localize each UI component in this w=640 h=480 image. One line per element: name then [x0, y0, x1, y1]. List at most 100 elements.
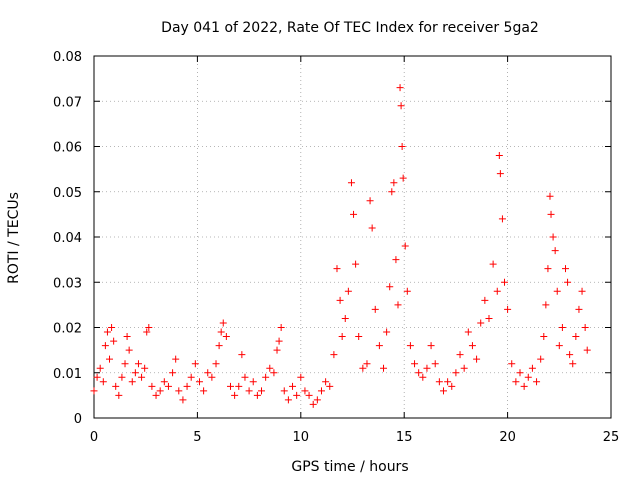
data-point — [241, 373, 249, 381]
data-point — [121, 360, 129, 368]
y-tick-label: 0.01 — [53, 367, 82, 382]
data-points — [90, 84, 591, 408]
data-point — [289, 382, 297, 390]
y-tick-label: 0.04 — [53, 231, 82, 246]
data-point — [148, 382, 156, 390]
data-point — [542, 301, 550, 309]
data-point — [566, 351, 574, 359]
data-point — [392, 256, 400, 264]
data-point — [551, 247, 559, 255]
data-point — [456, 351, 464, 359]
data-point — [215, 342, 223, 350]
data-point — [452, 369, 460, 377]
data-point — [544, 265, 552, 273]
data-point — [401, 242, 409, 250]
data-point — [200, 387, 208, 395]
data-point — [110, 337, 118, 345]
data-point — [371, 305, 379, 313]
data-point — [131, 369, 139, 377]
data-point — [191, 360, 199, 368]
data-point — [118, 373, 126, 381]
data-point — [108, 324, 116, 331]
y-tick-label: 0 — [74, 412, 82, 427]
data-point — [375, 342, 383, 350]
data-point — [464, 328, 472, 336]
data-point — [547, 210, 555, 218]
data-point — [143, 328, 151, 336]
data-point — [411, 360, 419, 368]
data-point — [280, 387, 288, 395]
y-axis-label: ROTI / TECUs — [6, 192, 22, 284]
data-point — [219, 319, 227, 327]
y-tick-label: 0.06 — [53, 141, 82, 156]
data-point — [489, 260, 497, 268]
data-point — [423, 364, 431, 372]
data-point — [338, 333, 346, 341]
x-tick-label: 25 — [603, 430, 620, 445]
data-point — [481, 296, 489, 304]
data-point — [386, 283, 394, 291]
data-point — [427, 342, 435, 350]
data-point — [419, 373, 427, 381]
data-point — [431, 360, 439, 368]
data-point — [390, 179, 398, 187]
data-point — [439, 387, 447, 395]
data-point — [226, 382, 234, 390]
x-tick-label: 0 — [90, 430, 98, 445]
data-point — [101, 342, 109, 350]
x-tick-label: 5 — [193, 430, 201, 445]
data-point — [553, 287, 561, 295]
axis-ticks — [93, 55, 612, 419]
data-point — [187, 373, 195, 381]
data-point — [399, 174, 407, 182]
y-tick-label: 0.08 — [53, 50, 82, 65]
data-point — [448, 382, 456, 390]
data-point — [217, 328, 225, 336]
data-point — [583, 346, 591, 354]
data-point — [524, 373, 532, 381]
data-point — [169, 369, 177, 377]
data-point — [549, 233, 557, 241]
data-point — [138, 373, 146, 381]
data-point — [388, 188, 396, 196]
data-point — [235, 382, 243, 390]
data-point — [528, 364, 536, 372]
data-point — [444, 378, 452, 386]
data-point — [398, 143, 406, 150]
data-point — [175, 387, 183, 395]
data-point — [141, 364, 149, 372]
data-point — [262, 373, 270, 381]
data-point — [500, 278, 508, 286]
data-point — [172, 355, 180, 363]
data-point — [90, 387, 98, 395]
data-point — [406, 342, 414, 350]
data-point — [468, 342, 476, 350]
data-point — [352, 260, 360, 268]
data-point — [368, 224, 376, 232]
data-point — [495, 152, 503, 160]
data-point — [394, 301, 402, 309]
data-point — [293, 391, 301, 399]
data-point — [93, 373, 101, 381]
data-point — [396, 84, 404, 92]
data-point — [366, 197, 374, 205]
y-tick-label: 0.05 — [53, 186, 82, 201]
data-point — [496, 170, 504, 178]
y-tick-label: 0.03 — [53, 276, 82, 291]
data-point — [164, 382, 172, 390]
data-point — [284, 396, 292, 404]
data-point — [277, 324, 285, 331]
grid-lines — [94, 56, 611, 418]
data-point — [99, 378, 107, 386]
data-point — [380, 364, 388, 372]
chart-title: Day 041 of 2022, Rate Of TEC Index for r… — [161, 20, 539, 36]
data-point — [301, 387, 309, 395]
data-point — [195, 378, 203, 386]
x-tick-label: 10 — [293, 430, 310, 445]
x-axis-label: GPS time / hours — [291, 459, 408, 475]
data-point — [317, 387, 325, 395]
data-point — [540, 333, 548, 341]
data-point — [128, 378, 136, 386]
data-point — [134, 360, 142, 368]
data-point — [344, 287, 352, 295]
